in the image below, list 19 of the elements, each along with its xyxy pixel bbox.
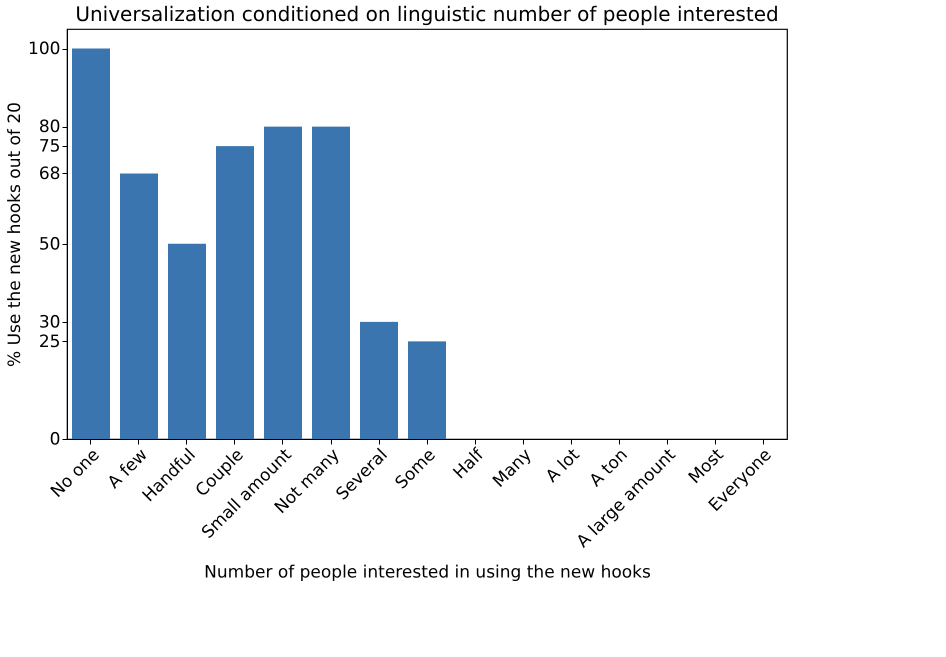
y-tick-label: 30 [38, 312, 60, 332]
bar [120, 173, 158, 439]
y-tick-label: 50 [38, 234, 60, 254]
x-tick-label: A lot [542, 444, 584, 487]
bar [408, 341, 446, 439]
bar [312, 126, 350, 439]
bar [216, 146, 254, 439]
bar [264, 126, 302, 439]
bar [168, 244, 206, 439]
y-tick-label: 25 [38, 332, 60, 352]
y-tick-label: 80 [38, 117, 60, 138]
bar [72, 48, 110, 439]
y-tick-label: 75 [38, 136, 60, 157]
y-tick-label: 68 [38, 164, 60, 184]
chart-title: Universalization conditioned on linguistic number of people interested [75, 2, 779, 26]
x-axis-title: Number of people interested in using the new hooks [204, 562, 652, 583]
y-tick-label: 100 [28, 39, 60, 60]
y-axis-title: % Use the new hooks out of 20 [5, 102, 26, 367]
bar [360, 322, 398, 439]
